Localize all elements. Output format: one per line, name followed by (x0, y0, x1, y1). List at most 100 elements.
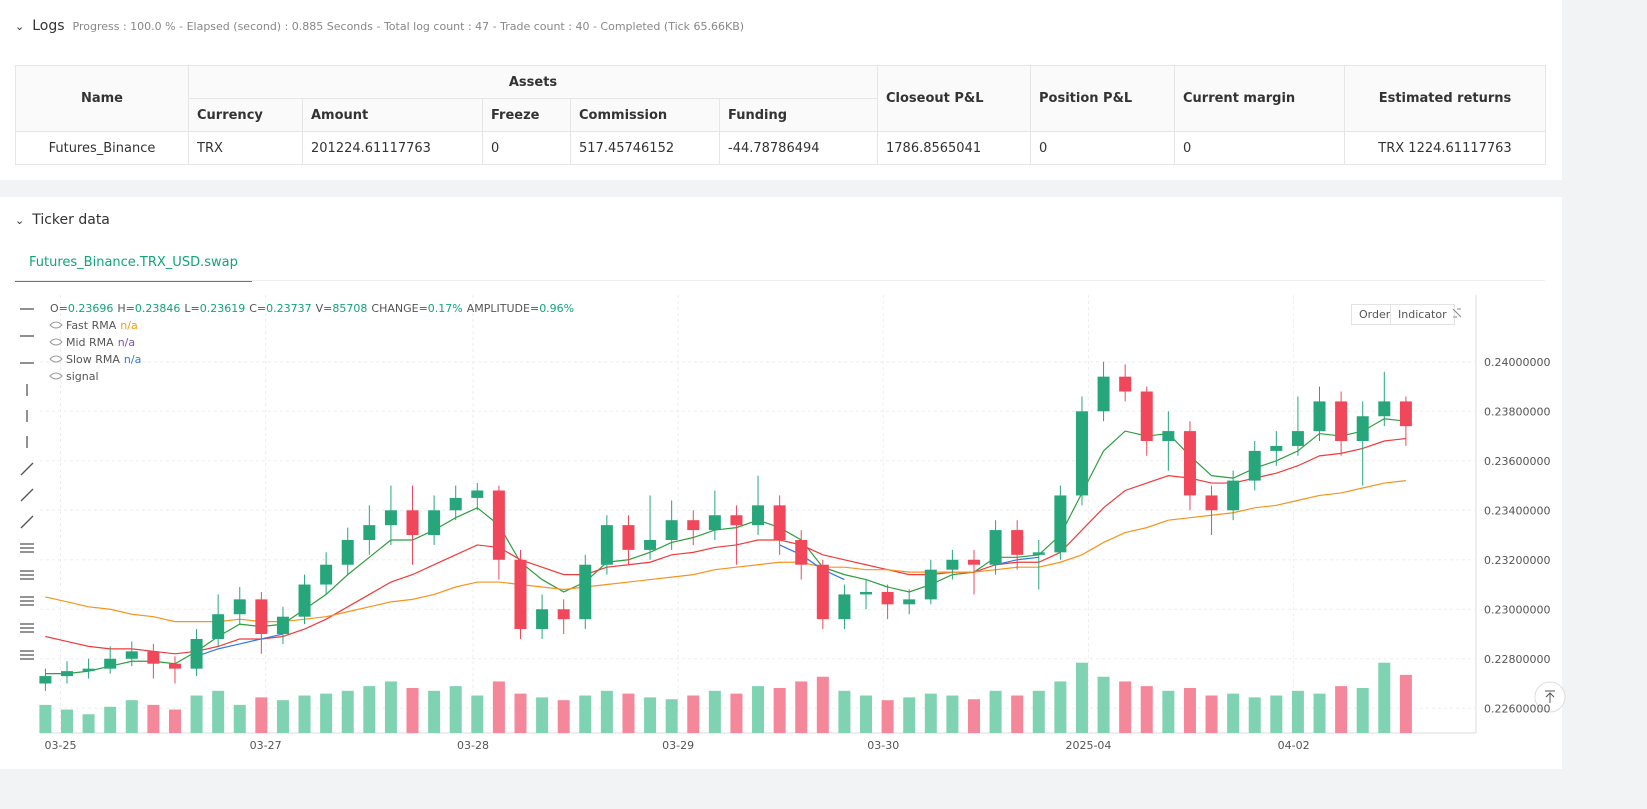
candle-body (492, 490, 505, 560)
tab-divider (15, 280, 1545, 281)
volume-bar (1183, 688, 1196, 733)
candle-body (622, 525, 635, 550)
candle-body (730, 515, 743, 526)
eye-icon (49, 321, 63, 329)
ohlc-value: 0.23737 (266, 302, 312, 315)
order-button[interactable]: Order (1351, 304, 1399, 325)
scroll-top-icon (1545, 690, 1555, 703)
ohlc-label: C= (249, 302, 266, 315)
th: Current margin (1174, 65, 1345, 132)
ohlc-label: O= (50, 302, 68, 315)
eye-icon (49, 372, 63, 380)
ticker-header[interactable]: ⌄ Ticker data (15, 212, 110, 228)
volume-bar (276, 700, 289, 733)
volume-bar (838, 690, 851, 733)
tool-icon[interactable] (20, 570, 34, 580)
assets-table: Name Assets Closeout P&L Position P&L Curren… (15, 65, 1546, 165)
legend-name: Slow RMA (66, 353, 120, 366)
ohlc-label: L= (184, 302, 199, 315)
logs-header[interactable]: ⌄ Logs Progress : 100.0 % - Elapsed (secon… (15, 18, 745, 34)
indicator-button[interactable]: Indicator (1390, 304, 1455, 325)
legend-entry: Fast RMA n/a (66, 319, 138, 332)
legend-name: signal (66, 370, 99, 383)
volume-bar (1011, 695, 1024, 733)
legend-name: Mid RMA (66, 336, 114, 349)
eye-icon (49, 338, 63, 346)
volume-bar (1356, 688, 1369, 733)
tool-icon[interactable] (20, 515, 34, 529)
symbol-tab[interactable]: Futures_Binance.TRX_USD.swap (15, 245, 252, 282)
legend-value: n/a (118, 336, 135, 349)
tool-icon[interactable] (20, 650, 34, 660)
volume-bar (557, 700, 570, 733)
candle-body (363, 525, 376, 540)
volume-bar (773, 688, 786, 733)
volume-bar (320, 693, 333, 733)
cell: Futures_Binance (15, 131, 189, 165)
x-tick-label: 04-02 (1278, 739, 1310, 752)
candle-body (1248, 450, 1261, 481)
candle-body (1054, 495, 1067, 553)
legend-value: n/a (120, 319, 137, 332)
volume-bar (125, 700, 138, 733)
candle-body (1313, 401, 1326, 432)
legend-value: n/a (124, 353, 141, 366)
volume-bar (104, 706, 117, 733)
candle-body (752, 505, 765, 526)
candle-body (384, 510, 397, 526)
volume-bar (39, 704, 52, 733)
x-tick-label: 03-25 (45, 739, 77, 752)
volume-bar (190, 695, 203, 733)
legend-entry: signal (66, 370, 99, 383)
candle-body (665, 520, 678, 540)
candle-body (1291, 431, 1304, 446)
volume-bar (1399, 674, 1412, 733)
x-tick-label: 03-27 (250, 739, 282, 752)
ohlc-value: 0.23846 (135, 302, 181, 315)
volume-bar (1248, 697, 1261, 733)
y-tick-label: 0.22600000 (1484, 702, 1550, 715)
cell: TRX (188, 131, 303, 165)
x-tick-label: 03-30 (867, 739, 899, 752)
th: Name (15, 65, 189, 132)
candle-body (644, 539, 657, 550)
volume-bar (795, 681, 808, 733)
tool-icon[interactable] (20, 596, 34, 606)
volume-bar (471, 695, 484, 733)
candle-body (1335, 401, 1348, 441)
logs-title: Logs (32, 18, 65, 34)
x-tick-label: 03-28 (457, 739, 489, 752)
candle-body (1227, 480, 1240, 511)
volume-bar (946, 695, 959, 733)
candle-body (190, 638, 203, 669)
candle-body (579, 564, 592, 620)
volume-bar (1140, 686, 1153, 733)
ticker-panel: ⌄ Ticker data (0, 197, 1562, 769)
fullscreen-icon[interactable] (1452, 308, 1462, 318)
logs-panel: ⌄ Logs Progress : 100.0 % - Elapsed (secon… (0, 0, 1562, 180)
cell: 0 (1030, 131, 1175, 165)
volume-bar (536, 697, 549, 733)
ohlc-label: CHANGE= (371, 302, 427, 315)
candle-body (147, 651, 160, 664)
candle-body (687, 520, 700, 531)
volume-bar (1378, 662, 1391, 733)
candle-body (860, 591, 873, 595)
tool-icon[interactable] (20, 623, 34, 633)
candle-body (795, 539, 808, 565)
candle-body (449, 497, 462, 511)
volume-bar (860, 695, 873, 733)
candle-body (816, 564, 829, 620)
tool-icon[interactable] (20, 462, 34, 476)
volume-bar (903, 697, 916, 733)
volume-bar (989, 690, 1002, 733)
candle-body (168, 663, 181, 669)
tool-icon[interactable] (20, 488, 34, 502)
th: Estimated returns (1344, 65, 1546, 132)
tool-icon[interactable] (20, 543, 34, 553)
candle-body (428, 510, 441, 536)
x-tick-label: 03-29 (662, 739, 694, 752)
volume-bar (255, 697, 268, 733)
ohlc-value: 0.23619 (200, 302, 246, 315)
candle-body (406, 510, 419, 536)
